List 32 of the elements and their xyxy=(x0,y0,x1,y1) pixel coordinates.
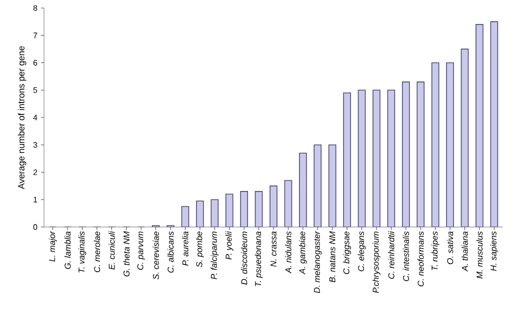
x-tick-label: D. melanogaster xyxy=(314,230,322,294)
x-tick-label: C. reinhardtii xyxy=(388,231,394,279)
x-tick-label: C. merolae xyxy=(94,232,100,272)
x-tick-label: C. briggsae xyxy=(343,232,351,274)
x-tick-label: C. neoformans xyxy=(418,231,424,286)
x-tick-label: E. cuniculi xyxy=(108,231,115,270)
x-tick-label: G. theta NM xyxy=(123,231,130,276)
x-tick-label: C. parvum xyxy=(137,232,145,270)
x-tick-label: P. yoelii xyxy=(225,231,234,260)
x-tick-label: P.chrysosporium xyxy=(372,232,380,293)
x-tick-label: A. thaliana xyxy=(462,231,468,272)
x-tick-label: N. crassa xyxy=(270,231,276,267)
x-tick-label: M. musculus xyxy=(476,231,483,278)
x-tick-label: D. discoideum xyxy=(240,232,248,285)
x-tick-label: A. nidulans xyxy=(285,231,292,274)
x-tick-label: A. gambiae xyxy=(298,232,307,274)
x-tick-label: B. natans NM xyxy=(329,231,336,282)
x-tick-label: T. psuedonana xyxy=(254,231,263,286)
x-tick-label: H. sapiens xyxy=(490,231,498,271)
x-tick-label: T. rubripes xyxy=(431,231,440,270)
x-tick-label: S. cerevisiae xyxy=(152,232,159,280)
x-tick-label: O. sativa xyxy=(446,231,454,264)
x-tick-label: C. albicans xyxy=(167,231,174,273)
x-tick-label: S. pombe xyxy=(196,232,204,268)
x-tick-label: L. major xyxy=(48,230,57,262)
y-axis-title: Average number of introns per gene xyxy=(18,46,26,190)
x-tick-label: C. intestinalis xyxy=(402,231,410,282)
x-tick-label: G. lamblia xyxy=(64,231,71,269)
x-tick-label: P. aurelia xyxy=(182,231,188,266)
x-tick-label: T. vaginalis xyxy=(78,231,86,272)
x-tick-label: C. elegans xyxy=(358,231,366,272)
x-tick-label: P. falciparum xyxy=(210,232,219,280)
